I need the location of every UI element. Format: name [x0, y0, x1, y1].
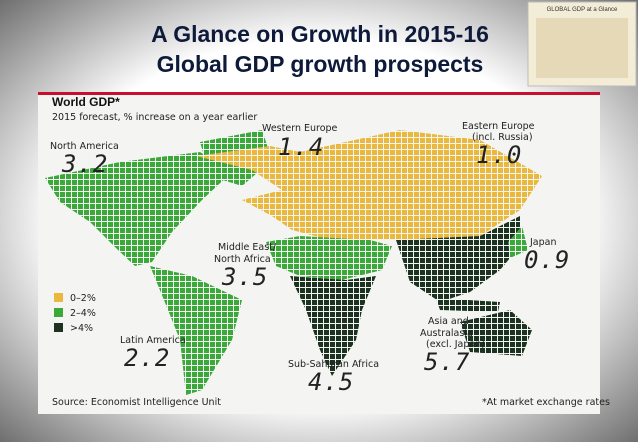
region-value: 1.0 — [476, 141, 522, 169]
legend-swatch — [54, 293, 63, 302]
region-name: Japan — [529, 237, 557, 248]
map-subtitle: 2015 forecast, % increase on a year earl… — [52, 112, 257, 123]
indonesia — [436, 298, 500, 312]
legend-swatch — [54, 308, 63, 317]
japan — [508, 226, 528, 258]
thumbnail-caption: GLOBAL GDP at a Glance — [547, 7, 618, 13]
europe-russia — [196, 130, 542, 240]
map-panel: World GDP* 2015 forecast, % increase on … — [38, 92, 610, 414]
region-value: 4.5 — [308, 368, 354, 396]
region-value: 1.4 — [278, 133, 324, 161]
region-name: Australasia — [420, 328, 473, 339]
legend-label: 2–4% — [70, 308, 96, 319]
latin-america — [150, 266, 242, 395]
source: Source: Economist Intelligence Unit — [52, 397, 221, 408]
asia — [396, 216, 520, 302]
region-value: 5.7 — [424, 348, 470, 376]
slide-subtitle: Global GDP growth prospects — [157, 51, 484, 77]
region-name: Middle East/ — [218, 242, 277, 253]
legend-label: 0–2% — [70, 293, 96, 304]
region-name: Western Europe — [262, 123, 338, 134]
north-america — [45, 152, 232, 266]
slide-title: A Glance on Growth in 2015-16 — [151, 21, 489, 47]
region-value: 2.2 — [124, 344, 170, 372]
thumbnail: GLOBAL GDP at a Glance — [527, 1, 637, 87]
legend: 0–2% 2–4% >4% — [54, 293, 96, 334]
map-title: World GDP* — [52, 95, 120, 109]
legend-swatch — [54, 323, 63, 332]
sub-saharan-africa — [290, 276, 376, 376]
region-name: Asia and — [428, 316, 469, 327]
legend-label: >4% — [70, 323, 93, 334]
australia — [460, 310, 532, 356]
region-name: Sub-Saharan Africa — [288, 359, 379, 370]
region-value: 3.2 — [61, 150, 108, 178]
region-name: Latin America — [120, 335, 186, 346]
region-note: (incl. Russia) — [472, 132, 533, 143]
region-name: Eastern Europe — [462, 121, 535, 132]
middle-east-north-africa — [266, 236, 392, 280]
region-name: North America — [50, 141, 119, 152]
region-name: North Africa — [214, 254, 271, 265]
region-value: 0.9 — [524, 246, 570, 274]
footnote: *At market exchange rates — [482, 397, 610, 408]
region-note: (excl. Japan) — [426, 339, 485, 350]
region-value: 3.5 — [221, 263, 268, 291]
